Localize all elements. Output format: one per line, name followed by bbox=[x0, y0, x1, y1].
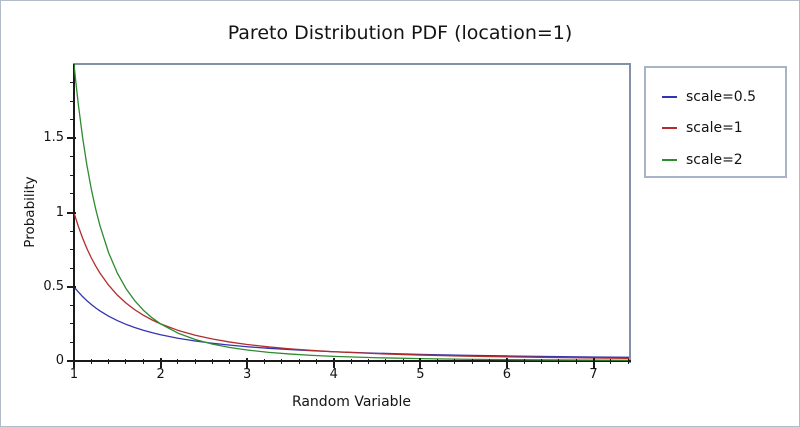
x-major-tick bbox=[73, 358, 75, 368]
legend-label: scale=2 bbox=[686, 152, 743, 168]
legend-label: scale=1 bbox=[686, 120, 743, 136]
x-minor-tick bbox=[298, 359, 300, 364]
x-major-tick bbox=[592, 358, 595, 368]
y-major-tick bbox=[67, 285, 76, 288]
x-minor-tick bbox=[90, 359, 92, 364]
x-tick-label: 6 bbox=[502, 367, 512, 382]
x-minor-tick bbox=[125, 359, 127, 364]
x-minor-tick bbox=[471, 359, 473, 364]
y-tick-label: 0 bbox=[55, 353, 64, 368]
x-axis-title: Random Variable bbox=[291, 394, 412, 410]
x-minor-tick bbox=[627, 359, 629, 364]
x-major-tick bbox=[419, 358, 422, 368]
x-minor-tick bbox=[541, 359, 543, 364]
y-minor-tick bbox=[70, 323, 75, 325]
x-tick-label: 4 bbox=[329, 367, 338, 382]
chart-title: Pareto Distribution PDF (location=1) bbox=[227, 22, 573, 44]
y-minor-tick bbox=[70, 174, 75, 176]
y-major-tick bbox=[67, 137, 76, 140]
legend-label: scale=0.5 bbox=[686, 89, 757, 105]
x-minor-tick bbox=[212, 359, 214, 364]
y-minor-tick bbox=[70, 341, 75, 343]
x-minor-tick bbox=[108, 359, 110, 364]
x-minor-tick bbox=[402, 359, 404, 364]
x-major-tick bbox=[332, 358, 335, 368]
x-minor-tick bbox=[281, 359, 283, 364]
x-major-tick bbox=[246, 358, 249, 368]
y-minor-tick bbox=[70, 119, 75, 121]
x-tick-label: 3 bbox=[243, 367, 252, 382]
y-minor-tick bbox=[70, 156, 75, 158]
x-minor-tick bbox=[489, 359, 491, 364]
y-minor-tick bbox=[70, 193, 75, 195]
x-minor-tick bbox=[229, 359, 231, 364]
x-minor-tick bbox=[263, 359, 265, 364]
legend-swatch-blue bbox=[662, 96, 677, 98]
x-tick-label: 5 bbox=[416, 367, 425, 382]
y-minor-tick bbox=[70, 230, 75, 232]
curve-scale-1 bbox=[74, 212, 629, 359]
legend-item-scale-1: scale=1 bbox=[646, 115, 785, 141]
x-minor-tick bbox=[142, 359, 144, 364]
x-axis-line bbox=[73, 360, 631, 362]
curve-scale-0-5 bbox=[74, 286, 629, 358]
plot-curves bbox=[74, 64, 629, 361]
x-minor-tick bbox=[177, 359, 179, 364]
legend-swatch-red bbox=[662, 127, 677, 129]
x-minor-tick bbox=[194, 359, 196, 364]
x-minor-tick bbox=[437, 359, 439, 364]
plot-border-top bbox=[73, 63, 631, 65]
curve-scale-2 bbox=[74, 64, 629, 361]
y-axis-title: Probability bbox=[22, 176, 38, 248]
plot-border-right bbox=[629, 63, 631, 363]
y-minor-tick bbox=[70, 304, 75, 306]
y-minor-tick bbox=[70, 249, 75, 251]
x-tick-label: 1 bbox=[69, 367, 79, 382]
y-minor-tick bbox=[70, 100, 75, 102]
x-major-tick bbox=[505, 358, 508, 368]
x-minor-tick bbox=[558, 359, 560, 364]
y-tick-label: 1.5 bbox=[43, 130, 64, 146]
x-minor-tick bbox=[610, 359, 612, 364]
x-minor-tick bbox=[575, 359, 577, 364]
x-minor-tick bbox=[385, 359, 387, 364]
y-minor-tick bbox=[70, 82, 75, 84]
y-minor-tick bbox=[70, 267, 75, 269]
x-tick-label: 7 bbox=[589, 367, 598, 382]
x-major-tick bbox=[159, 358, 162, 368]
y-tick-label: 0.5 bbox=[43, 278, 64, 294]
legend-item-scale-0-5: scale=0.5 bbox=[646, 84, 785, 110]
x-minor-tick bbox=[367, 359, 369, 364]
x-tick-label: 2 bbox=[156, 367, 165, 382]
legend-item-scale-2: scale=2 bbox=[646, 147, 785, 173]
legend: scale=0.5 scale=1 scale=2 bbox=[644, 66, 787, 178]
legend-swatch-green bbox=[662, 159, 677, 161]
x-minor-tick bbox=[350, 359, 352, 364]
y-tick-label: 1 bbox=[55, 204, 64, 220]
y-major-tick bbox=[67, 360, 76, 362]
x-minor-tick bbox=[315, 359, 317, 364]
y-major-tick bbox=[67, 211, 76, 214]
x-minor-tick bbox=[454, 359, 456, 364]
x-minor-tick bbox=[523, 359, 525, 364]
